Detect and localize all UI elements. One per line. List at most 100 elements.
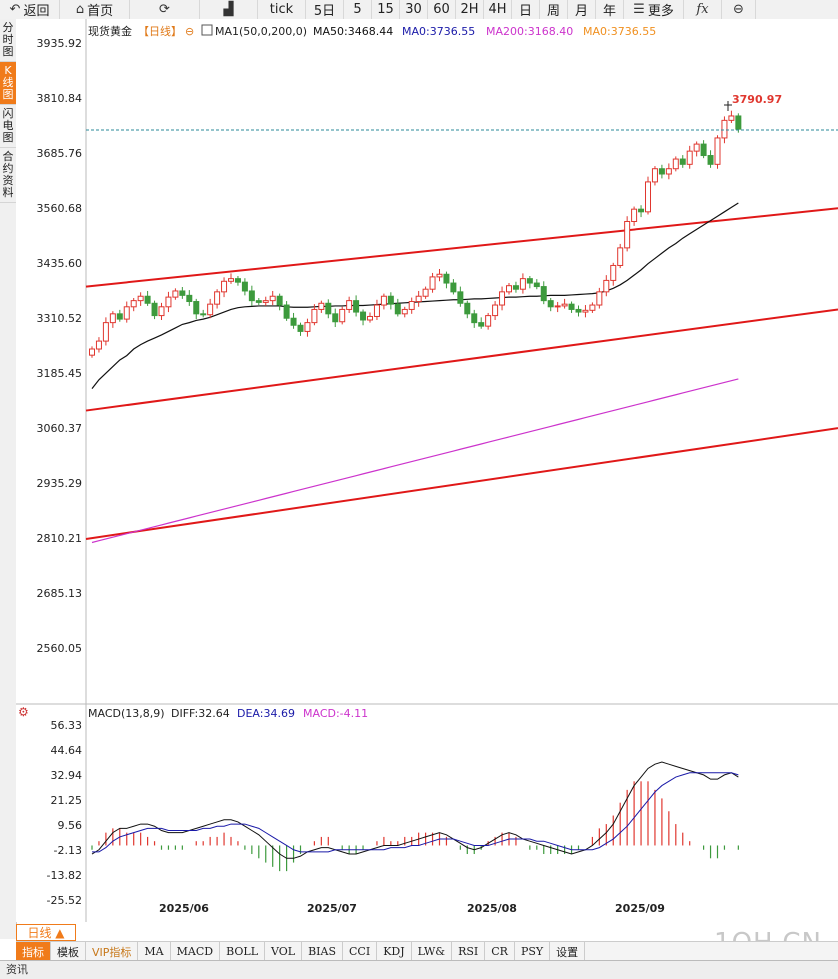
- macd-tick-label: -13.82: [47, 869, 82, 882]
- macd-tick-label: 56.33: [51, 719, 83, 732]
- period-15-label: 15: [377, 2, 394, 17]
- tab-vip-indicator[interactable]: VIP指标: [86, 942, 139, 961]
- period-30-button[interactable]: 30: [400, 0, 428, 19]
- candle-down: [186, 294, 193, 303]
- period-2h-label: 2H: [460, 2, 479, 17]
- tab-lw[interactable]: LW&: [412, 942, 453, 961]
- collapse-icon[interactable]: ⊖: [185, 25, 194, 38]
- candle-up: [311, 308, 318, 324]
- tick-label: tick: [269, 2, 294, 17]
- legend-ma0b: MA0:3736.55: [583, 25, 656, 38]
- sidebar-item-flash[interactable]: 闪电图: [0, 105, 16, 148]
- candle-down: [353, 300, 360, 313]
- price-tick-label: 3810.84: [37, 92, 83, 105]
- candle-up: [367, 315, 373, 321]
- menu-icon: ☰: [633, 2, 645, 17]
- candle-up: [207, 303, 214, 316]
- tab-kdj[interactable]: KDJ: [377, 942, 412, 961]
- candle-up: [610, 264, 617, 281]
- period-60-button[interactable]: 60: [428, 0, 456, 19]
- candle-up: [429, 276, 436, 290]
- ma50-line: [91, 202, 739, 389]
- daily-period-button[interactable]: 日线 ▲: [16, 924, 76, 941]
- tab-bias[interactable]: BIAS: [302, 942, 343, 961]
- candle-up: [589, 304, 596, 311]
- tab-indicator[interactable]: 指标: [16, 942, 51, 961]
- more-button[interactable]: ☰ 更多: [624, 0, 684, 19]
- period-60-label: 60: [433, 2, 450, 17]
- candle-down: [457, 291, 464, 304]
- back-button[interactable]: ↶ 返回: [0, 0, 60, 19]
- period-month-button[interactable]: 月: [568, 0, 596, 19]
- macd-lines: [91, 761, 739, 859]
- period-year-button[interactable]: 年: [596, 0, 624, 19]
- tab-rsi[interactable]: RSI: [452, 942, 486, 961]
- zoom-out-button[interactable]: ⊖: [722, 0, 756, 19]
- candle-up: [693, 143, 700, 152]
- tab-ma[interactable]: MA: [138, 942, 171, 961]
- candle-down: [234, 278, 241, 283]
- candle-up: [304, 322, 311, 332]
- bar-chart-icon: ▟: [223, 2, 234, 17]
- candle-up: [582, 309, 589, 313]
- sidebar-item-timeshare[interactable]: 分时图: [0, 19, 16, 62]
- chart-type-button[interactable]: ▟: [200, 0, 258, 19]
- price-tick-label: 2935.29: [37, 477, 83, 490]
- candle-down: [179, 290, 186, 296]
- channel-line[interactable]: [85, 207, 838, 288]
- candle-up: [346, 300, 353, 310]
- tab-macd[interactable]: MACD: [171, 942, 221, 961]
- period-4h-button[interactable]: 4H: [484, 0, 512, 19]
- macd-axis: 56.33 44.64 32.94 21.25 9.56 -2.13 -13.82 -25.5…: [47, 719, 82, 907]
- tab-vol[interactable]: VOL: [265, 942, 303, 961]
- tab-boll[interactable]: BOLL: [220, 942, 265, 961]
- price-tick-label: 3060.37: [37, 422, 83, 435]
- tab-cr[interactable]: CR: [485, 942, 515, 961]
- price-tick-label: 3685.76: [37, 147, 83, 160]
- sidebar-item-contract-info[interactable]: 合约资料: [0, 148, 16, 203]
- refresh-button[interactable]: ⟳: [130, 0, 200, 19]
- sidebar-item-kline[interactable]: K线图: [0, 62, 16, 105]
- period-day-label: 日: [518, 4, 532, 19]
- tick-button[interactable]: tick: [258, 0, 306, 19]
- channel-line[interactable]: [85, 308, 838, 412]
- formula-button[interactable]: fx: [684, 0, 722, 19]
- candle-up: [686, 150, 693, 165]
- candle-up: [603, 279, 610, 293]
- period-5-button[interactable]: 5: [344, 0, 372, 19]
- tab-psy[interactable]: PSY: [515, 942, 551, 961]
- candle-down: [325, 302, 332, 315]
- kline-chart[interactable]: 现货黄金 【日线】 ⊖ MA1(50,0,200,0) MA50:3468.44…: [0, 19, 838, 922]
- period-day-button[interactable]: 日: [512, 0, 540, 19]
- period-15-button[interactable]: 15: [372, 0, 400, 19]
- candle-down: [700, 143, 707, 157]
- settings-box-icon[interactable]: [201, 24, 213, 36]
- period-5-label: 5: [353, 2, 362, 17]
- candle-down: [735, 115, 742, 130]
- period-month-label: 月: [574, 4, 588, 19]
- candle-up: [561, 303, 568, 307]
- candle-down: [464, 302, 471, 315]
- period-2h-button[interactable]: 2H: [456, 0, 484, 19]
- candle-down: [387, 295, 394, 305]
- period-week-button[interactable]: 周: [540, 0, 568, 19]
- channel-line[interactable]: [85, 427, 838, 540]
- zoom-out-icon: ⊖: [733, 2, 744, 17]
- tab-template[interactable]: 模板: [51, 942, 86, 961]
- candle-down: [276, 295, 283, 306]
- tab-cci[interactable]: CCI: [343, 942, 378, 961]
- moving-average-lines: [91, 202, 739, 544]
- bottom-label[interactable]: 资讯: [6, 963, 28, 976]
- period-5d-label: 5日: [313, 4, 336, 19]
- candle-up: [596, 291, 603, 306]
- candle-up: [339, 308, 346, 323]
- legend-ma1: MA1(50,0,200,0): [215, 25, 307, 38]
- tab-settings[interactable]: 设置: [550, 942, 586, 961]
- candle-up: [721, 119, 728, 139]
- candle-down: [193, 301, 200, 315]
- home-button[interactable]: ⌂ 首页: [60, 0, 130, 19]
- candle-up: [422, 288, 429, 297]
- macd-settings-icon[interactable]: ⚙: [18, 705, 29, 719]
- macd-diff-line: [91, 761, 739, 859]
- period-5d-button[interactable]: 5日: [306, 0, 344, 19]
